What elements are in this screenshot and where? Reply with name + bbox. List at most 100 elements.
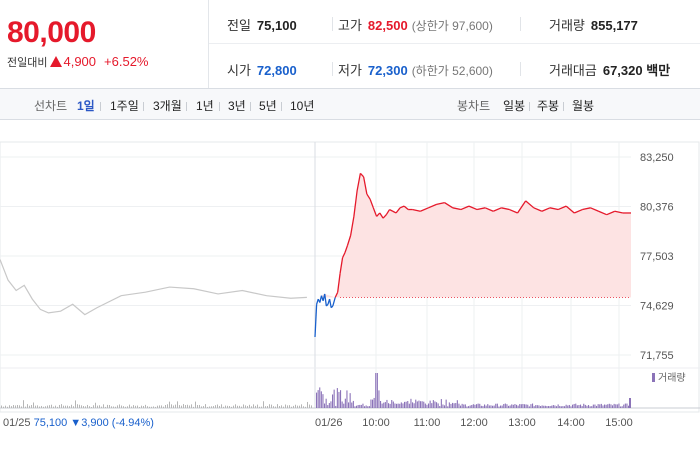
series-current-day-line — [392, 210, 397, 214]
tab-daily-candle[interactable]: 일봉 — [503, 99, 526, 113]
series-current-day-line — [339, 257, 344, 274]
tab-1week[interactable]: 1주일 — [110, 99, 139, 113]
volume-bar — [356, 405, 358, 408]
x-tick-label: 13:00 — [508, 417, 536, 429]
series-current-day-line — [436, 202, 445, 206]
volume-bar — [472, 404, 474, 408]
volume-bar — [45, 406, 46, 408]
volume-bar — [527, 404, 529, 408]
volume-bar — [307, 401, 308, 408]
prev-day-close: 75,100 — [34, 417, 71, 429]
volume-bar — [556, 406, 558, 408]
volume-bar — [115, 406, 116, 408]
volume-bar — [63, 405, 64, 408]
volume-bar — [181, 405, 182, 408]
volume-bar — [604, 404, 606, 408]
volume-bar — [615, 404, 617, 408]
volume-bar — [562, 406, 564, 408]
volume-bar — [235, 404, 236, 408]
volume-bar — [544, 405, 546, 408]
volume-bar — [479, 403, 481, 408]
volume-bar — [9, 405, 10, 408]
volume-bar — [453, 403, 455, 408]
volume-bar — [381, 403, 383, 408]
volume-bar — [572, 404, 574, 408]
volume-bar — [594, 404, 596, 408]
volume-bar — [388, 403, 390, 408]
volume-bar — [219, 405, 220, 408]
volume-bar — [618, 403, 620, 408]
volume-bar — [580, 404, 582, 408]
volume-bar — [384, 402, 386, 408]
series-current-day-line — [314, 304, 318, 338]
series-current-day-line — [366, 193, 371, 200]
series-current-day-line — [330, 305, 334, 309]
volume-bar — [191, 404, 192, 408]
volume-bar — [275, 406, 276, 408]
volume-bar — [498, 406, 500, 408]
trade-value-unit: 백만 — [646, 63, 671, 78]
volume-label: 거래량 — [549, 18, 585, 33]
volume-bar — [119, 404, 120, 408]
series-current-day-line — [557, 205, 567, 211]
volume-bar — [243, 404, 244, 408]
volume-bar — [357, 405, 359, 408]
volume-bar — [434, 401, 436, 408]
prev-day-summary: 01/25 75,100 ▼3,900 (-4.94%) — [3, 417, 154, 429]
series-current-day-line — [468, 205, 478, 211]
change-row: 전일대비 4,900 +6.52% — [7, 54, 148, 70]
tab-weekly-candle[interactable]: 주봉 — [537, 99, 560, 113]
volume-bar — [201, 406, 202, 408]
volume-bar — [370, 399, 372, 408]
volume-bar — [423, 401, 425, 408]
volume-bar — [621, 406, 623, 408]
volume-bar — [432, 400, 434, 408]
line-chart-label: 선차트 — [34, 99, 68, 113]
volume-bar — [418, 400, 420, 408]
tab-10year[interactable]: 10년 — [290, 99, 315, 113]
series-current-day-line — [344, 245, 349, 253]
price-box: 80,000 전일대비 4,900 +6.52% — [0, 0, 209, 88]
tab-5year[interactable]: 5년 — [259, 99, 277, 113]
volume-bar — [153, 406, 154, 408]
tab-3year[interactable]: 3년 — [228, 99, 246, 113]
change-amount: 4,900 — [63, 54, 97, 69]
volume-bar — [504, 403, 506, 408]
volume-bar — [107, 404, 108, 408]
volume-bar — [468, 406, 470, 408]
volume-bar — [257, 404, 258, 408]
series-current-day-line — [324, 293, 327, 307]
series-current-day-line — [565, 205, 575, 214]
low-value: 72,300 — [367, 63, 408, 78]
volume-bar — [336, 388, 338, 408]
volume-bar — [103, 404, 104, 408]
volume-bar — [466, 406, 468, 408]
volume-bar — [227, 405, 228, 408]
volume-bar — [125, 406, 126, 408]
tab-monthly-candle[interactable]: 월봉 — [572, 99, 595, 113]
volume-bar — [380, 400, 382, 408]
volume-bar — [33, 402, 34, 408]
tab-1year[interactable]: 1년 — [196, 99, 214, 113]
volume-bar — [113, 406, 114, 408]
volume-bar — [89, 406, 90, 408]
series-current-day-line — [509, 208, 518, 214]
series-current-day-line — [356, 173, 362, 191]
volume-bar — [249, 404, 250, 408]
volume-bar — [450, 403, 452, 408]
volume-stat: 거래량 855,177 — [549, 15, 638, 34]
volume-bar — [55, 405, 56, 408]
volume-bar — [343, 403, 345, 408]
volume-bar — [341, 401, 343, 408]
volume-bar — [173, 405, 174, 408]
volume-bar — [241, 406, 242, 408]
volume-bar — [600, 403, 602, 408]
volume-bar — [57, 406, 58, 408]
x-tick-label: 10:00 — [362, 417, 390, 429]
volume-bar — [309, 404, 310, 408]
tab-3month[interactable]: 3개월 — [153, 99, 182, 113]
volume-bar — [474, 404, 476, 408]
volume-bar — [612, 405, 614, 408]
tab-1day[interactable]: 1일 — [77, 99, 95, 113]
volume-bar — [41, 405, 42, 408]
